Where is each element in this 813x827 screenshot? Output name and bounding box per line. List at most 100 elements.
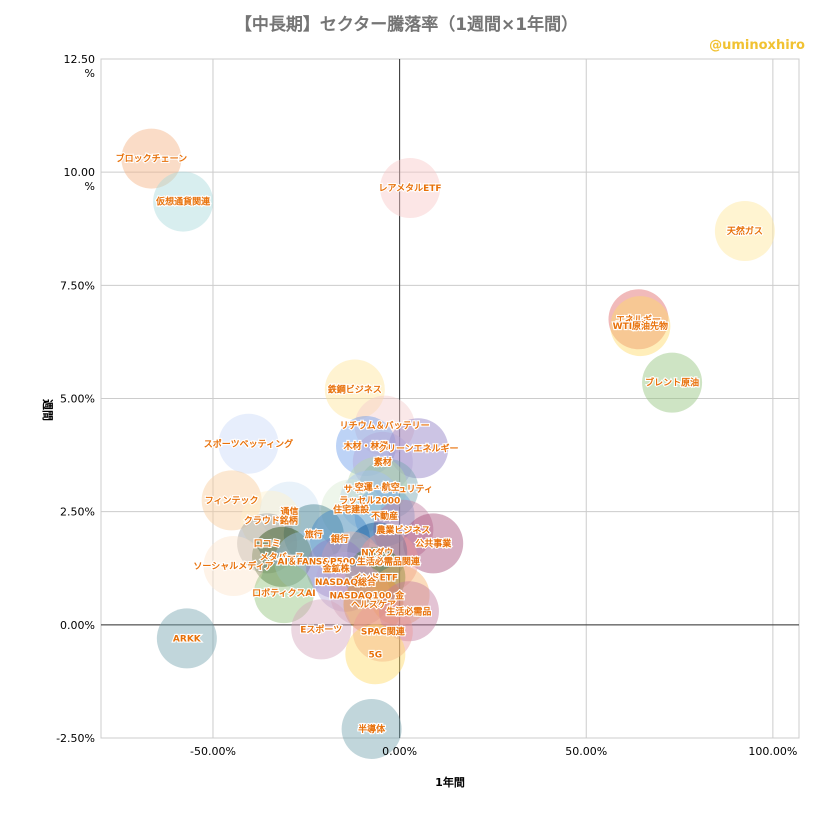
data-label: 鉄鋼ビジネス: [328, 383, 382, 395]
data-point: [358, 531, 419, 592]
data-point: [321, 531, 382, 592]
data-point: [345, 547, 406, 608]
data-label: リチウム＆バッテリー: [340, 421, 430, 432]
axes: [101, 59, 799, 738]
data-point: [608, 289, 669, 350]
data-label: クリーンエネルギー: [378, 442, 459, 454]
data-point: [373, 499, 434, 560]
y-tick-label: -2.50%: [56, 732, 95, 745]
data-point: [354, 395, 415, 456]
data-label: 天然ガス: [727, 225, 763, 237]
data-point: [388, 418, 449, 479]
data-label: AI＆FANG+: [277, 556, 331, 567]
data-point: [306, 538, 367, 599]
data-point: [309, 508, 370, 569]
y-tick-label: 12.50: [64, 53, 96, 66]
data-point: [369, 565, 430, 626]
data-label: 5G: [369, 650, 383, 660]
data-point: [121, 128, 182, 189]
data-point: [324, 359, 385, 420]
data-label: レアメタルETF: [379, 182, 442, 194]
data-label: 通信: [280, 506, 298, 518]
data-label: ラッセル2000: [339, 495, 400, 506]
data-point: [283, 504, 344, 565]
y-tick-label-unit: %: [85, 180, 95, 193]
data-label: 木材・林業: [343, 440, 390, 452]
data-label: 金鉱株: [322, 562, 351, 574]
x-tick-label: 0.00%: [382, 745, 417, 758]
data-label: ヘルスケア: [351, 599, 396, 610]
data-label: 公共事業: [415, 537, 452, 549]
data-point: [330, 565, 391, 626]
data-point: [354, 486, 415, 547]
data-label: 住宅建設: [333, 503, 370, 515]
tick-labels: -2.50%0.00%2.50%5.00%7.50%10.00%12.50%-5…: [56, 53, 797, 758]
data-point: [252, 526, 313, 587]
data-point: [345, 624, 406, 685]
data-label: サイバーセキュリティ: [344, 484, 433, 495]
data-label: NASDAQ総合: [315, 576, 377, 588]
data-label: SPAC関連: [361, 626, 406, 638]
data-point: [156, 608, 217, 669]
y-tick-label: 5.00%: [60, 393, 95, 406]
data-label: ブロックチェーン: [116, 153, 188, 165]
data-label: ARKK: [173, 634, 202, 644]
x-tick-label: -50.00%: [190, 745, 236, 758]
y-tick-label: 0.00%: [60, 619, 95, 632]
data-point: [352, 431, 413, 492]
x-tick-label: 100.00%: [748, 745, 797, 758]
data-point: [352, 601, 413, 662]
data-point: [253, 563, 314, 624]
data-label: ロボティクスAI: [252, 587, 316, 599]
y-tick-label: 7.50%: [60, 279, 95, 292]
y-tick-label: 10.00: [64, 166, 96, 179]
data-label: 生活必需品: [386, 605, 431, 617]
data-label: Eスポーツ: [300, 623, 342, 635]
data-label: 不動産: [371, 510, 398, 522]
data-label: 空運・航空: [355, 481, 400, 493]
data-point: [336, 416, 397, 477]
data-point: [339, 470, 400, 531]
y-axis-title: 週間: [41, 399, 55, 421]
data-point: [347, 456, 408, 517]
data-label: NYダウ: [361, 546, 393, 558]
data-point: [203, 535, 264, 596]
x-tick-label: 50.00%: [565, 745, 607, 758]
data-point: [315, 551, 376, 612]
x-axis-title: 1年間: [435, 775, 465, 789]
data-point: [240, 490, 301, 551]
data-label: S&P500 index: [316, 557, 387, 567]
y-tick-label-unit: %: [85, 67, 95, 80]
data-point: [153, 171, 214, 232]
data-point: [610, 296, 671, 357]
data-point: [358, 459, 419, 520]
data-label: 素材: [374, 456, 392, 468]
data-label: NASDAQ100: [329, 591, 391, 601]
data-label: 仮想通貨関連: [155, 196, 211, 208]
data-label: 口コミ: [254, 538, 281, 549]
data-point: [201, 470, 262, 531]
data-label: ブレント原油: [645, 377, 699, 389]
data-point: [291, 599, 352, 660]
watermark: @uminoxhiro: [709, 38, 805, 53]
data-label: スポーツベッティング: [204, 438, 293, 450]
data-point: [237, 513, 298, 574]
y-tick-label: 2.50%: [60, 506, 95, 519]
data-point: [642, 352, 703, 413]
data-point: [378, 581, 439, 642]
data-label: 農業ビジネス: [376, 524, 430, 536]
data-label: エネルギー: [616, 313, 661, 325]
data-point: [403, 513, 464, 574]
data-point: [343, 574, 404, 635]
data-label: 生活必需品関連: [357, 555, 421, 567]
data-label: インドETF: [353, 572, 398, 583]
data-label: クラウド銘柄: [244, 515, 298, 527]
data-label: 金: [394, 589, 405, 601]
data-label: メタバース: [260, 551, 305, 563]
data-label: 銀行: [331, 533, 349, 545]
data-point: [380, 158, 441, 219]
data-label: 半導体: [358, 723, 386, 735]
data-point: [321, 479, 382, 540]
